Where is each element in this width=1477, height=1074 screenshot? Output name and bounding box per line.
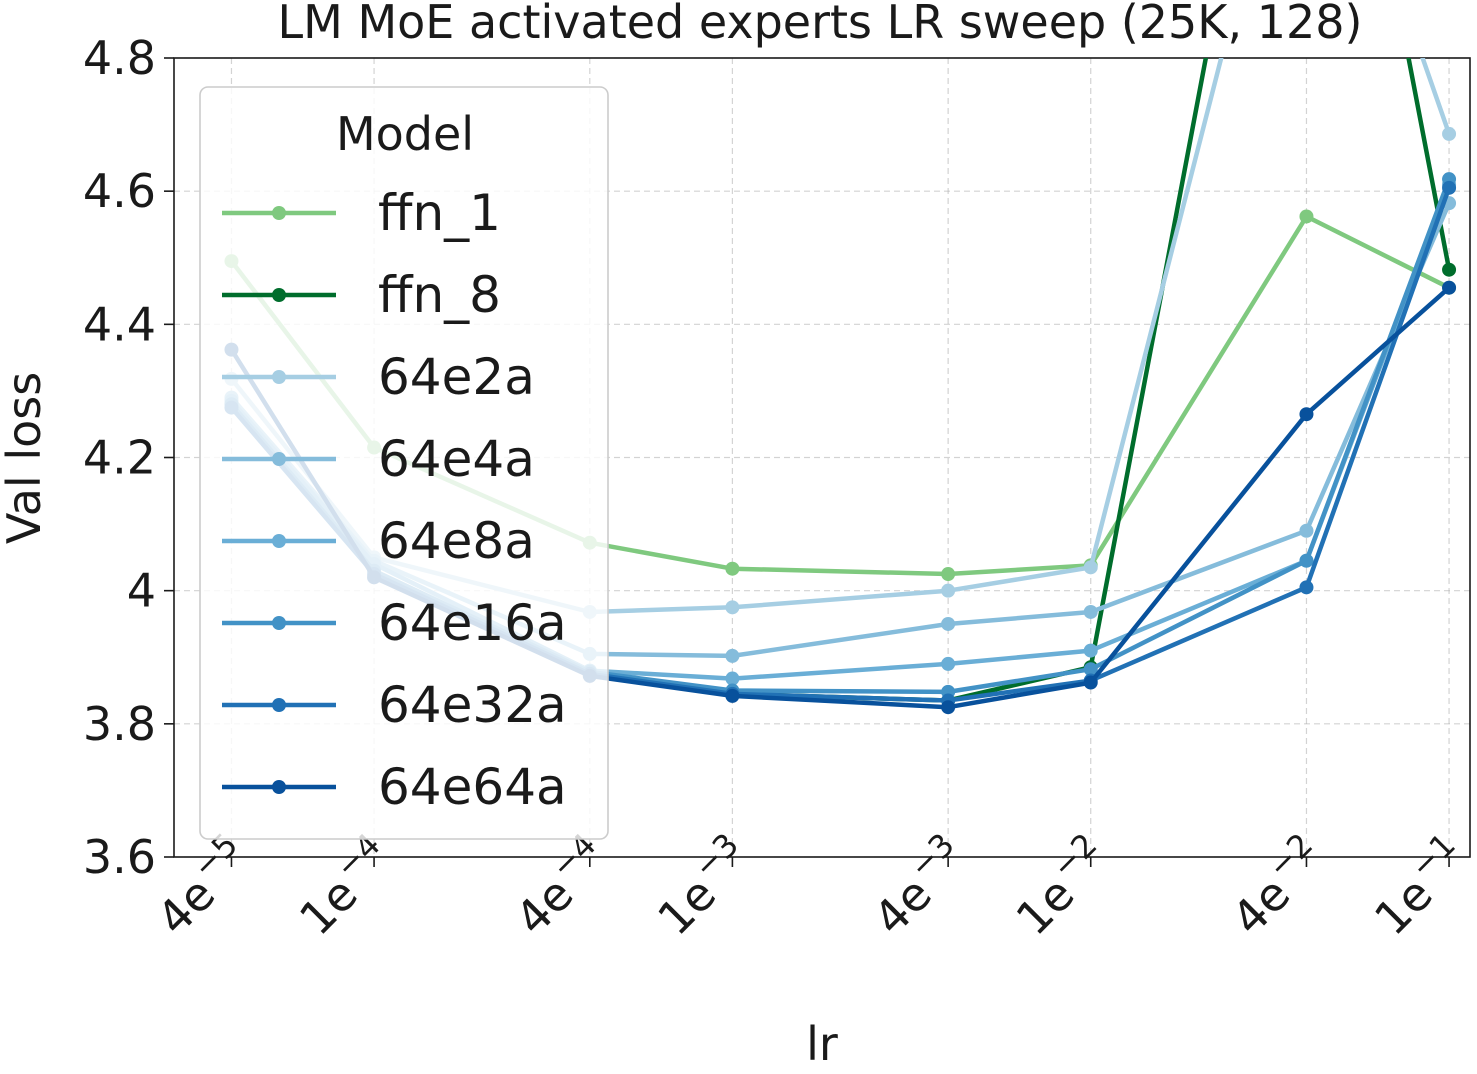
data-point	[1083, 662, 1098, 677]
legend-box	[199, 86, 609, 840]
data-point	[941, 700, 956, 715]
data-point	[725, 561, 740, 576]
x-tick-label: 4e−4	[505, 825, 604, 945]
legend-swatch-marker	[272, 370, 286, 384]
y-axis-label: Val loss	[0, 372, 51, 544]
data-point	[1299, 580, 1314, 595]
data-point	[725, 688, 740, 703]
data-point	[1083, 560, 1098, 575]
data-point	[1442, 280, 1457, 295]
data-point	[1299, 553, 1314, 568]
data-point	[1299, 523, 1314, 538]
data-point	[1083, 643, 1098, 658]
x-axis-label: lr	[806, 1017, 838, 1071]
legend-items: ffn_1 ffn_8 64e2a 64e4a 64e8a 64e16a 64e32a 64e…	[222, 184, 567, 816]
x-tick-label: 4e−2	[1221, 825, 1320, 945]
x-tick-label: 4e−3	[863, 825, 962, 945]
series-line	[589, 58, 1452, 703]
y-tick-label: 4.8	[83, 31, 156, 85]
y-tick-label: 4.4	[83, 297, 156, 351]
legend-item: 64e2a	[222, 348, 535, 406]
data-point	[941, 567, 956, 582]
legend-label: 64e16a	[378, 594, 567, 652]
legend-item: 64e16a	[222, 594, 567, 652]
data-point	[1299, 209, 1314, 224]
legend-label: 64e4a	[378, 430, 535, 488]
legend-swatch-marker	[272, 534, 286, 548]
legend-item: 64e32a	[222, 676, 567, 734]
y-tick-label: 4	[127, 564, 156, 618]
legend-swatch-marker	[272, 616, 286, 630]
y-tick-label: 3.8	[83, 697, 156, 751]
legend-item: 64e4a	[222, 430, 535, 488]
legend-label: ffn_1	[378, 184, 501, 242]
legend-label: 64e8a	[378, 512, 535, 570]
x-tick-label: 1e−1	[1364, 825, 1463, 945]
data-point	[1442, 262, 1457, 277]
y-tick-label: 4.6	[83, 164, 156, 218]
x-axis-ticks: 4e−5 1e−4 4e−4 1e−3 4e−3 1e−2 4e−2 1e−1	[146, 825, 1463, 945]
legend-item: ffn_8	[222, 266, 501, 324]
data-point	[941, 616, 956, 631]
legend-item: 64e8a	[222, 512, 535, 570]
data-point	[1442, 126, 1457, 141]
legend-swatch-marker	[272, 452, 286, 466]
data-point	[1083, 604, 1098, 619]
data-point	[941, 583, 956, 598]
y-tick-label: 4.2	[83, 431, 156, 485]
data-point	[941, 656, 956, 671]
data-point	[1299, 407, 1314, 422]
legend-label: 64e2a	[378, 348, 535, 406]
x-tick-label: 1e−2	[1006, 825, 1105, 945]
legend-label: 64e64a	[378, 758, 567, 816]
data-point	[1442, 180, 1457, 195]
data-point	[725, 600, 740, 615]
legend-item: 64e64a	[222, 758, 567, 816]
y-tick-label: 3.6	[83, 830, 156, 884]
chart-title: LM MoE activated experts LR sweep (25K, …	[278, 0, 1363, 49]
legend-swatch-marker	[272, 288, 286, 302]
x-tick-label: 1e−4	[289, 825, 388, 945]
x-tick-label: 4e−5	[146, 825, 245, 945]
legend-swatch-marker	[272, 206, 286, 220]
y-axis-ticks: 3.6 3.8 4 4.2 4.4 4.6 4.8	[83, 31, 174, 884]
legend: Model ffn_1 ffn_8 64e2a 64e4a 64e8a 64e16a 64e…	[199, 86, 609, 840]
data-point	[725, 648, 740, 663]
legend-item: ffn_1	[222, 184, 501, 242]
legend-swatch-marker	[272, 780, 286, 794]
x-tick-label: 1e−3	[647, 825, 746, 945]
legend-title: Model	[336, 107, 474, 161]
data-point	[725, 671, 740, 686]
legend-label: ffn_8	[378, 266, 501, 324]
legend-label: 64e32a	[378, 676, 567, 734]
data-point	[1083, 675, 1098, 690]
series-ffn_8	[582, 58, 1457, 708]
legend-swatch-marker	[272, 698, 286, 712]
